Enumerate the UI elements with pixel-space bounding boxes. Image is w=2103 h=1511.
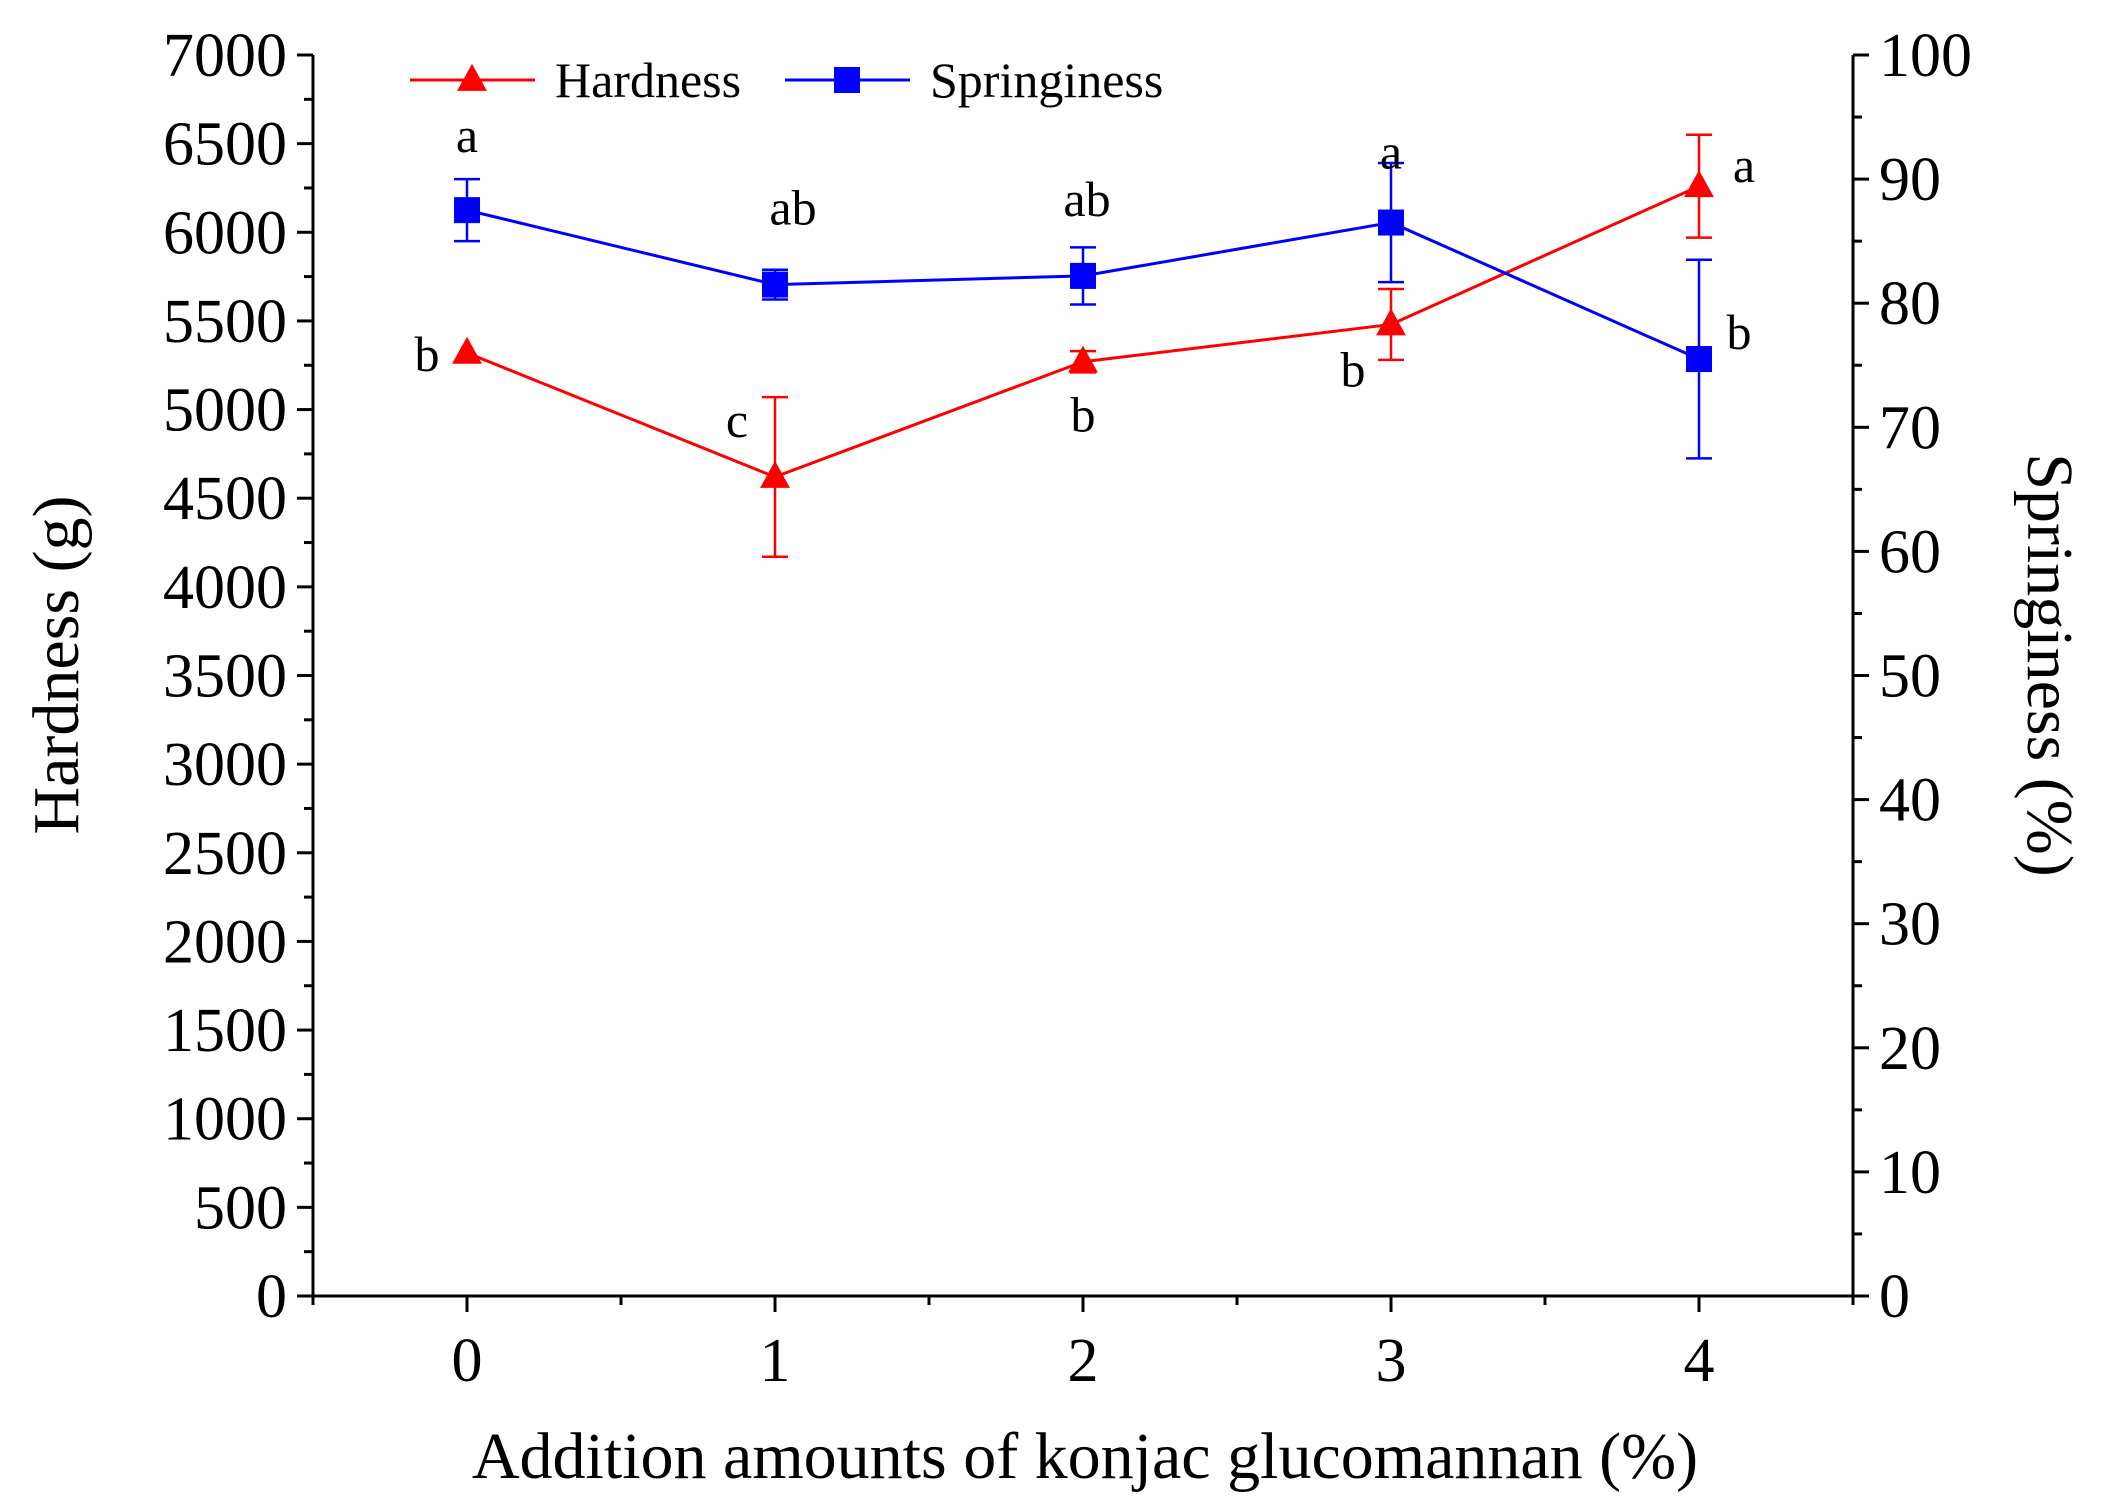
y-right-tick-label: 40 (1879, 767, 1941, 835)
series (452, 133, 1714, 558)
data-point (1684, 170, 1714, 198)
y-right-tick-label: 30 (1879, 891, 1941, 959)
legend-marker (457, 63, 487, 91)
y-right-tick-label: 100 (1879, 22, 1972, 90)
data-point (1686, 346, 1712, 373)
y-right-tick-label: 70 (1879, 394, 1941, 462)
y-left-tick-label: 5500 (163, 288, 287, 356)
tick-labels: 0500100015002000250030003500400045005000… (163, 22, 1972, 1395)
y-left-tick-label: 6500 (163, 111, 287, 179)
y-left-tick-label: 7000 (163, 22, 287, 90)
x-tick-label: 0 (452, 1327, 483, 1395)
y-left-tick-label: 1500 (163, 997, 287, 1065)
y-right-tick-label: 90 (1879, 146, 1941, 214)
series-hardness (452, 133, 1714, 558)
significance-label: ab (769, 180, 816, 236)
legend-item-hardness: Hardness (410, 52, 741, 108)
y-axis-right-title: Springiness (%) (2013, 453, 2086, 876)
series-springiness (454, 161, 1712, 460)
y-left-tick-label: 3000 (163, 731, 287, 799)
y-left-tick-label: 4500 (163, 465, 287, 533)
data-point (1068, 345, 1098, 373)
legend: Hardness Springiness (410, 52, 1163, 108)
data-point (454, 197, 480, 224)
significance-label: b (415, 326, 440, 382)
data-point (760, 460, 790, 488)
legend-item-springiness: Springiness (785, 52, 1163, 108)
significance-label: b (1071, 387, 1096, 443)
y-axis-left-title: Hardness (g) (20, 495, 93, 834)
legend-label: Hardness (555, 52, 741, 108)
y-left-tick-label: 0 (256, 1263, 287, 1331)
y-left-tick-label: 1000 (163, 1086, 287, 1154)
significance-label: a (456, 107, 478, 163)
data-point (762, 271, 788, 298)
data-point (1376, 308, 1406, 336)
significance-label: a (1380, 124, 1402, 180)
significance-label: c (726, 392, 748, 448)
y-right-tick-label: 20 (1879, 1015, 1941, 1083)
y-right-tick-label: 10 (1879, 1139, 1941, 1207)
y-left-tick-label: 5000 (163, 377, 287, 445)
significance-label: a (1733, 137, 1755, 193)
y-left-tick-label: 4000 (163, 554, 287, 622)
x-axis-title: Addition amounts of konjac glucomannan (… (472, 1420, 1698, 1493)
data-point (1070, 262, 1096, 289)
data-point (452, 336, 482, 364)
y-left-tick-label: 500 (194, 1174, 287, 1242)
y-left-tick-label: 2000 (163, 908, 287, 976)
y-right-tick-label: 50 (1879, 643, 1941, 711)
y-right-tick-label: 80 (1879, 270, 1941, 338)
legend-label: Springiness (930, 52, 1163, 108)
significance-label: ab (1063, 171, 1110, 227)
legend-marker (834, 67, 860, 93)
significance-label: b (1727, 304, 1752, 360)
y-left-tick-label: 2500 (163, 820, 287, 888)
y-right-tick-label: 0 (1879, 1263, 1910, 1331)
significance-label: b (1341, 341, 1366, 397)
data-point (1378, 209, 1404, 236)
y-right-tick-label: 60 (1879, 518, 1941, 586)
x-tick-label: 3 (1376, 1327, 1407, 1395)
axes (297, 53, 1869, 1312)
x-tick-label: 1 (760, 1327, 791, 1395)
x-tick-label: 4 (1684, 1327, 1715, 1395)
y-left-tick-label: 6000 (163, 199, 287, 267)
y-left-tick-label: 3500 (163, 643, 287, 711)
x-tick-label: 2 (1068, 1327, 1099, 1395)
